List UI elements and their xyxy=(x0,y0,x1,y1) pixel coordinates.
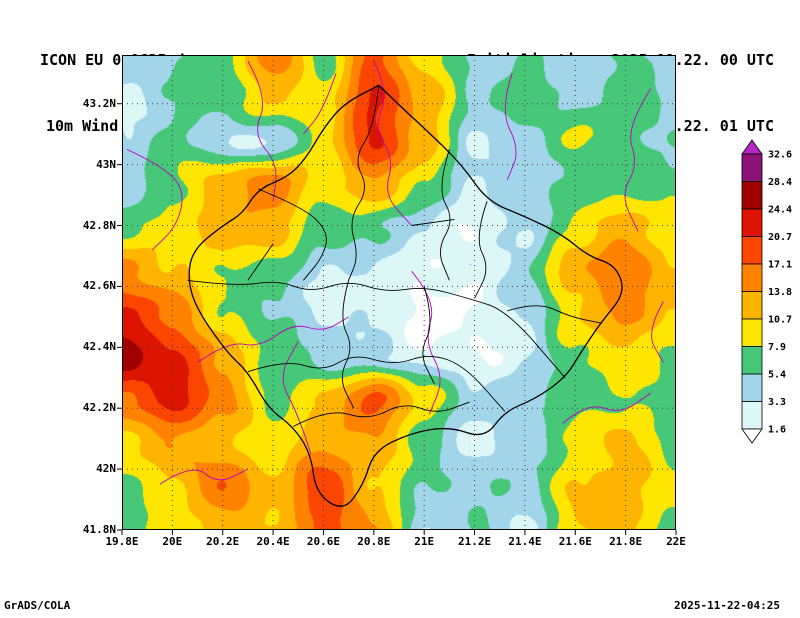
plot-frame xyxy=(122,55,676,530)
municipality-border xyxy=(341,280,355,409)
colorbar-level-label: 24.4 xyxy=(768,205,792,216)
colorbar-level-label: 5.4 xyxy=(768,370,786,381)
colorbar-level-label: 32.6 xyxy=(768,150,792,161)
lat-label: 42.2N xyxy=(82,401,116,415)
grads-credit: GrADS/COLA xyxy=(4,599,71,612)
river-line xyxy=(651,301,664,363)
map-overlay xyxy=(117,55,677,535)
lat-label: 42N xyxy=(96,462,116,476)
lon-label: 21.2E xyxy=(457,535,492,548)
river-line xyxy=(282,340,312,455)
municipality-border xyxy=(440,149,451,281)
colorbar-arrow-top xyxy=(741,139,763,155)
colorbar-box xyxy=(741,236,763,265)
river-line xyxy=(411,270,441,415)
colorbar-box xyxy=(741,318,763,347)
river-line xyxy=(504,73,517,180)
municipality-border xyxy=(348,85,380,281)
colorbar-box xyxy=(741,208,763,237)
lat-label: 42.8N xyxy=(82,218,116,232)
lon-label: 20.8E xyxy=(357,535,391,548)
lon-label: 20E xyxy=(162,535,183,548)
municipality-border xyxy=(411,218,455,226)
lon-label: 21.4E xyxy=(508,535,542,548)
lon-label: 20.4E xyxy=(256,535,290,548)
colorbar-box xyxy=(741,181,763,210)
municipality-border xyxy=(474,201,488,299)
lon-label: 21E xyxy=(414,535,435,548)
colorbar-level-label: 20.7 xyxy=(768,232,792,243)
river-line xyxy=(126,148,183,251)
kosovo-border xyxy=(188,84,623,507)
municipality-border xyxy=(422,286,435,385)
colorbar-box xyxy=(741,346,763,375)
wind-speed-field-canvas xyxy=(122,55,676,530)
lon-label: 19.8E xyxy=(105,535,139,548)
colorbar-level-label: 10.7 xyxy=(768,315,792,326)
lon-label: 20.2E xyxy=(206,535,240,548)
lon-label: 21.6E xyxy=(558,535,592,548)
colorbar-box xyxy=(741,373,763,402)
municipality-border xyxy=(507,305,601,324)
river-line xyxy=(624,88,652,232)
river-line xyxy=(197,316,349,363)
colorbar-level-label: 7.9 xyxy=(768,342,786,353)
colorbar: 32.6 28.4 24.4 20.7 17.1 13.8 10.7 7.9 5.4 3.3 1.6 xyxy=(741,139,792,444)
lon-label: 21.8E xyxy=(609,535,643,548)
colorbar-level-label: 3.3 xyxy=(768,397,786,408)
colorbar-level-label: 13.8 xyxy=(768,287,792,298)
river-line xyxy=(247,60,277,202)
lat-label: 42.6N xyxy=(82,279,116,293)
municipality-border xyxy=(247,243,274,281)
colorbar-box xyxy=(741,153,763,182)
river-line xyxy=(159,468,249,485)
river-line xyxy=(373,60,412,226)
municipality-border xyxy=(292,401,470,427)
colorbar-box xyxy=(741,263,763,292)
colorbar-level-label: 17.1 xyxy=(768,260,792,271)
lon-label: 22E xyxy=(666,535,686,548)
river-line xyxy=(302,73,337,135)
municipality-border xyxy=(187,279,566,379)
lon-label: 20.6E xyxy=(306,535,341,548)
municipality-border xyxy=(247,356,506,412)
municipality-border xyxy=(257,188,327,281)
colorbar-box xyxy=(741,291,763,320)
colorbar-level-label: 1.6 xyxy=(768,425,786,436)
lat-label: 41.8N xyxy=(82,523,116,536)
creation-timestamp: 2025-11-22-04:25 xyxy=(674,599,780,612)
colorbar-arrow-bottom xyxy=(741,428,763,444)
lat-label: 42.4N xyxy=(82,340,116,354)
colorbar-level-label: 28.4 xyxy=(768,177,792,188)
river-line xyxy=(562,392,652,424)
colorbar-box xyxy=(741,401,763,430)
